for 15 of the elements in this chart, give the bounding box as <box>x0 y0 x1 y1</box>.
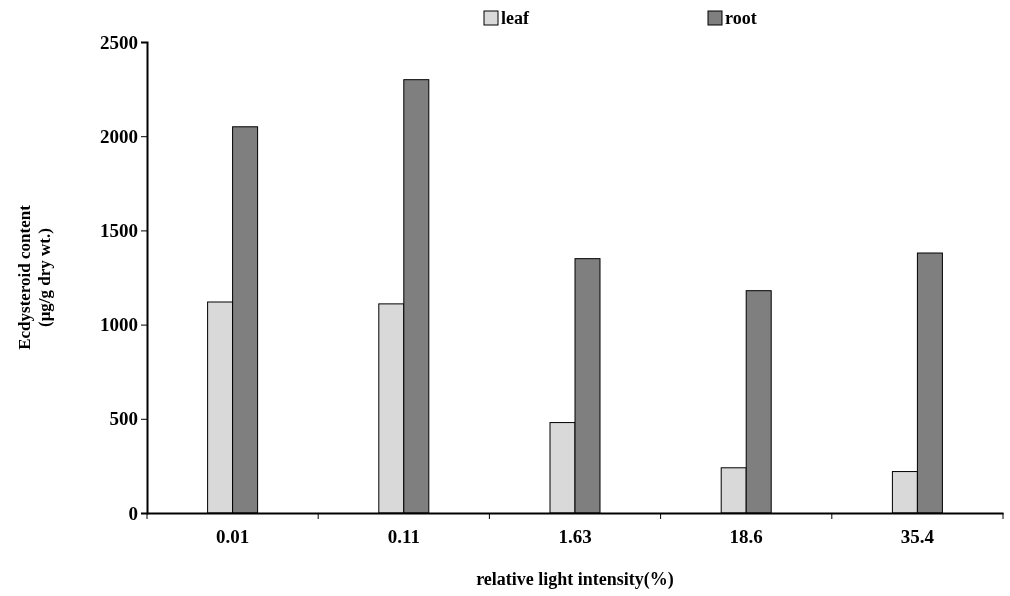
x-tick-label: 0.11 <box>387 525 420 547</box>
y-tick-label: 2000 <box>100 125 138 147</box>
y-tick-label: 500 <box>109 408 138 430</box>
x-tick-label: 18.6 <box>729 525 763 547</box>
legend-label: leaf <box>501 8 530 28</box>
y-axis-title: Ecdysteroid content (μg/g dry wt.) <box>15 204 55 350</box>
y-tick-label: 1500 <box>100 219 138 241</box>
x-tick-label: 1.63 <box>558 525 592 547</box>
x-tick-label: 0.01 <box>215 525 250 547</box>
x-axis-title: relative light intensity(%) <box>476 569 674 590</box>
legend-label: root <box>725 8 757 28</box>
x-tick-label: 35.4 <box>900 525 935 547</box>
y-tick-label: 2500 <box>100 31 138 53</box>
y-tick-label: 1000 <box>100 314 138 336</box>
y-tick-label: 0 <box>128 502 138 524</box>
